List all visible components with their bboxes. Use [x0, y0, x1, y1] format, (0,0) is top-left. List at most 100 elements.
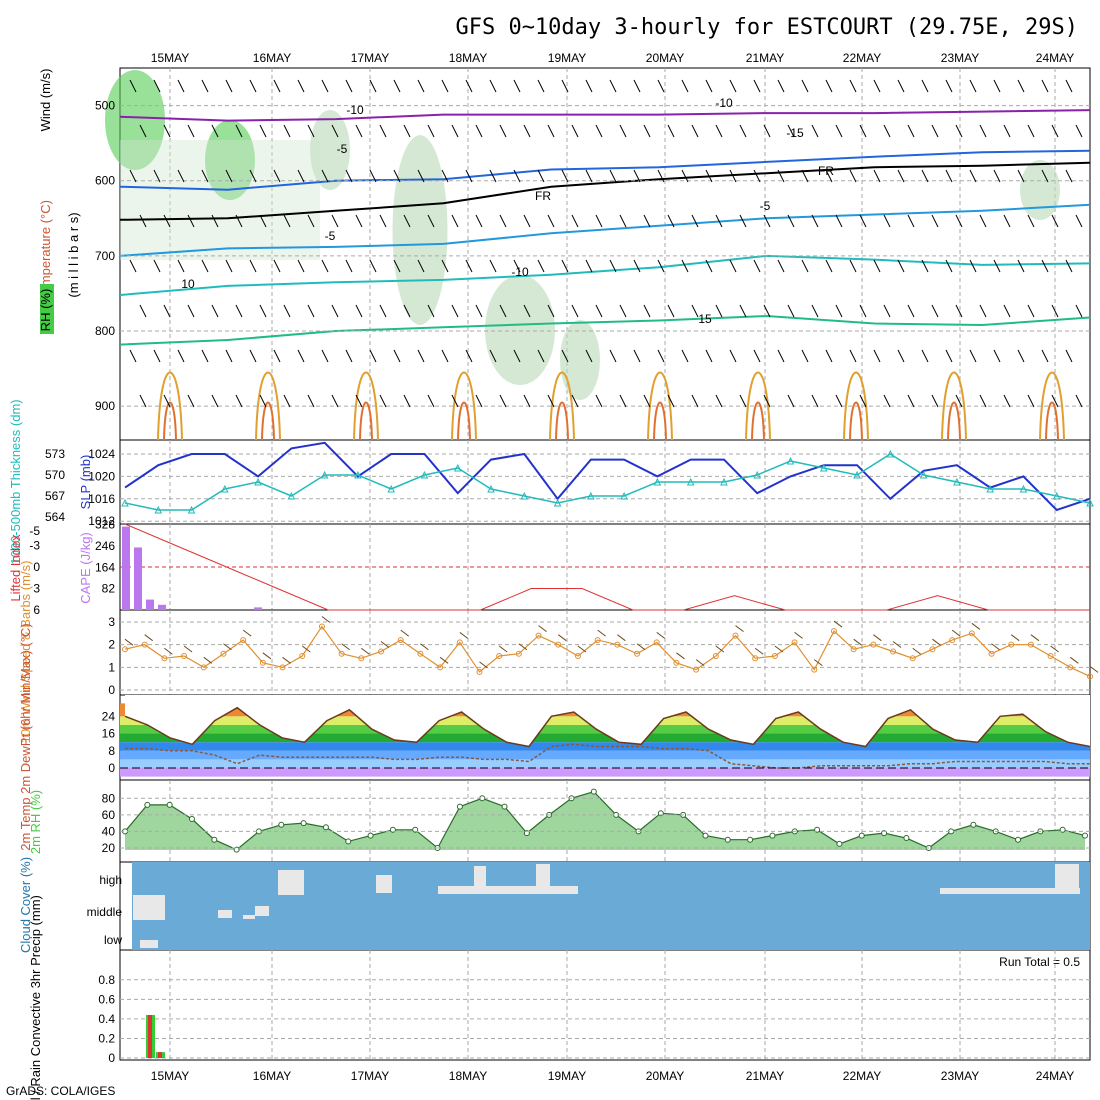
wind-barb — [211, 214, 219, 228]
wind-barb-10m — [479, 661, 488, 669]
lifted-index-tick: -5 — [29, 524, 40, 538]
cloud-axis-label: Cloud Cover (%) — [18, 857, 33, 953]
wind-speed-marker — [476, 668, 483, 675]
wind-speed-marker — [614, 641, 621, 648]
cloud-block — [438, 886, 578, 894]
wind-barb-10m — [498, 645, 508, 653]
wind-barb — [811, 394, 819, 408]
wind-barb-10m — [912, 647, 922, 655]
wind-barb — [201, 169, 209, 183]
rh-shade — [560, 320, 600, 400]
wind-barb — [225, 259, 233, 273]
wind-barb — [345, 169, 353, 183]
thickness-marker — [587, 491, 595, 500]
wind10m-axis-label: 10m Wind Speed & Barbs (m/s) — [18, 561, 33, 744]
wind-barb — [729, 169, 737, 183]
surface-contour — [157, 371, 183, 441]
wind-barb — [1051, 304, 1059, 318]
wind-barb — [1075, 124, 1083, 138]
wind-barb — [307, 304, 315, 318]
isotherm-FR — [119, 161, 1091, 221]
day-label-bottom: 15MAY — [151, 1069, 189, 1083]
cape-axis-label: CAPE (J/kg) — [78, 532, 93, 604]
wind-barb — [249, 259, 257, 273]
wind-axis-label: Wind (m/s) — [38, 69, 53, 132]
wind-barb — [321, 79, 329, 93]
wind-barb-10m — [1050, 645, 1059, 653]
wind-barb — [811, 214, 819, 228]
wind-barb-10m — [420, 643, 429, 651]
wind-barb — [835, 304, 843, 318]
wind-barb — [1003, 304, 1011, 318]
wind-barb-10m — [203, 656, 213, 664]
wind-barb — [1065, 259, 1073, 273]
wind-barb-10m — [656, 632, 666, 639]
wind-speed-marker — [496, 653, 503, 659]
temp-tick: 0 — [108, 761, 115, 775]
wind-barb — [945, 79, 953, 93]
surface-contour-inner — [457, 401, 471, 441]
wind-barb — [153, 169, 161, 183]
wind-barb — [595, 124, 603, 138]
day-label-bottom: 20MAY — [646, 1069, 684, 1083]
day-label-bottom: 21MAY — [746, 1069, 784, 1083]
wind-barb — [777, 169, 785, 183]
rh-marker — [456, 803, 463, 810]
wind-barb — [345, 259, 353, 273]
wind-barb — [475, 394, 483, 408]
wind-barb — [163, 304, 171, 318]
rh-legend-swatch — [40, 284, 54, 334]
wind-barb — [345, 79, 353, 93]
wind-speed-marker — [378, 648, 385, 655]
wind-speed-marker — [988, 650, 995, 657]
rh-marker — [858, 832, 865, 839]
rh-marker — [1082, 832, 1088, 839]
temp-color-band — [120, 742, 1090, 751]
wind-barb — [403, 214, 411, 228]
wind-barb-10m — [932, 638, 941, 646]
thickness-marker — [753, 470, 762, 479]
wind-barb — [283, 394, 291, 408]
wind-barb — [715, 304, 723, 318]
temperature-axis-label: Temperature (°C) — [38, 200, 53, 300]
contour-label: -5 — [760, 199, 771, 213]
wind-barb — [1003, 124, 1011, 138]
wind-barb — [883, 304, 891, 318]
wind-barb — [513, 349, 521, 363]
cloud-block — [140, 940, 158, 948]
rh-shade — [1020, 160, 1060, 220]
wind-barb — [331, 394, 339, 408]
wind-barb — [523, 394, 531, 408]
wind-barb — [585, 79, 593, 93]
wind-barb — [571, 124, 579, 138]
wind-barb — [907, 394, 915, 408]
wind-barb — [465, 169, 473, 183]
wind-speed-marker — [259, 659, 266, 666]
pressure-tick: 700 — [95, 249, 115, 263]
contour-label: -5 — [337, 142, 348, 156]
wind-barb — [513, 259, 521, 273]
wind-barb — [441, 259, 449, 273]
surface-contour-inner — [653, 401, 667, 441]
wind-barb — [273, 259, 281, 273]
surface-contour-inner — [555, 401, 569, 441]
wind-barb — [883, 124, 891, 138]
wind-barb — [369, 79, 377, 93]
slp-tick: 1024 — [88, 447, 115, 461]
rh-marker — [367, 832, 374, 839]
wind-barb — [139, 394, 147, 408]
wind-speed-marker — [811, 666, 818, 673]
wind-barb — [427, 214, 435, 228]
wind-barb-10m — [223, 643, 232, 651]
temp-line — [124, 706, 1091, 748]
thickness-tick: 570 — [45, 468, 65, 482]
wind-barb — [753, 259, 761, 273]
wind-barb — [907, 214, 915, 228]
precip-tick: 0.6 — [98, 992, 115, 1006]
cloud-block — [536, 864, 550, 894]
wind-barb — [873, 79, 881, 93]
wind-barb — [211, 124, 219, 138]
wind-barb-10m — [833, 620, 843, 628]
thickness-marker — [354, 470, 362, 479]
wind-barb — [1065, 169, 1073, 183]
